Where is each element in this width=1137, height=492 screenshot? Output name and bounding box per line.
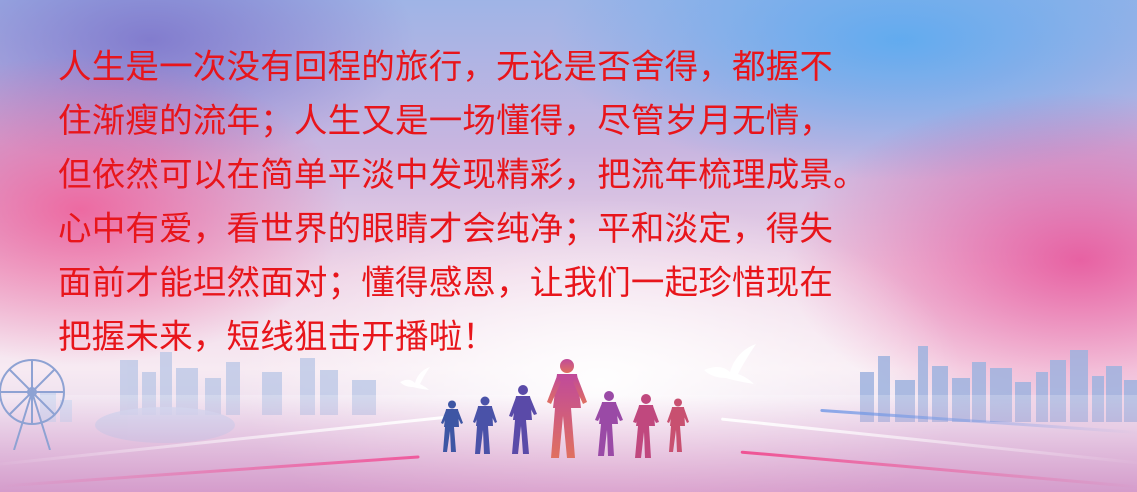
quote-line: 心中有爱，看世界的眼睛才会纯净；平和淡定，得失 <box>58 209 834 248</box>
runner-icon <box>509 385 537 454</box>
quote-line: 人生是一次没有回程的旅行，无论是否舍得，都握不 <box>58 47 834 86</box>
dove-icon <box>704 344 756 384</box>
runner-icon <box>441 400 463 452</box>
runner-icon <box>667 398 689 452</box>
quote-text: 人生是一次没有回程的旅行，无论是否舍得，都握不 住渐瘦的流年；人生又是一场懂得，… <box>58 40 1118 364</box>
quote-line: 面前才能坦然面对；懂得感恩，让我们一起珍惜现在 <box>58 263 834 302</box>
quote-line: 住渐瘦的流年；人生又是一场懂得，尽管岁月无情， <box>58 101 834 140</box>
runner-icon <box>547 359 587 458</box>
runner-icon <box>595 391 623 456</box>
quote-line: 把握未来，短线狙击开播啦！ <box>58 317 497 356</box>
runner-icon <box>633 394 659 458</box>
runner-icon <box>473 396 497 454</box>
quote-line: 但依然可以在简单平淡中发现精彩，把流年梳理成景。 <box>58 155 867 194</box>
dove-icon <box>400 367 430 390</box>
ferris-wheel-icon <box>0 359 65 450</box>
